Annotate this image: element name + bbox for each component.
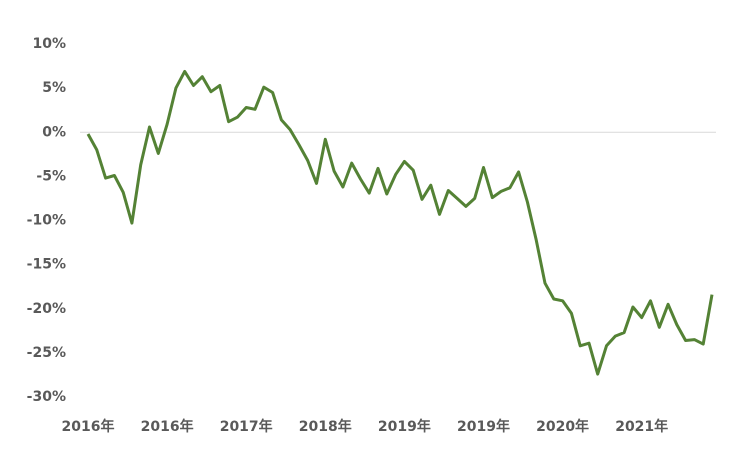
x-tick-label: 2019年 [457,418,510,435]
x-tick-label: 2020年 [536,418,589,435]
y-tick-label: -20% [27,301,66,317]
x-tick-label: 2021年 [615,418,668,435]
line-series [86,69,714,376]
x-tick-label: 2016年 [141,418,194,435]
y-tick-label: 0% [42,124,66,140]
x-tick-label: 2019年 [378,418,431,435]
y-tick-label: -15% [27,257,66,273]
x-tick-label: 2017年 [220,418,273,435]
y-tick-label: 10% [32,36,66,52]
y-tick-label: -30% [27,389,66,405]
y-tick-label: 5% [42,80,66,96]
x-tick-label: 2016年 [62,418,115,435]
y-tick-label: -10% [27,213,66,229]
y-tick-label: -25% [27,345,66,361]
x-tick-label: 2018年 [299,418,352,435]
y-tick-label: -5% [36,168,66,184]
